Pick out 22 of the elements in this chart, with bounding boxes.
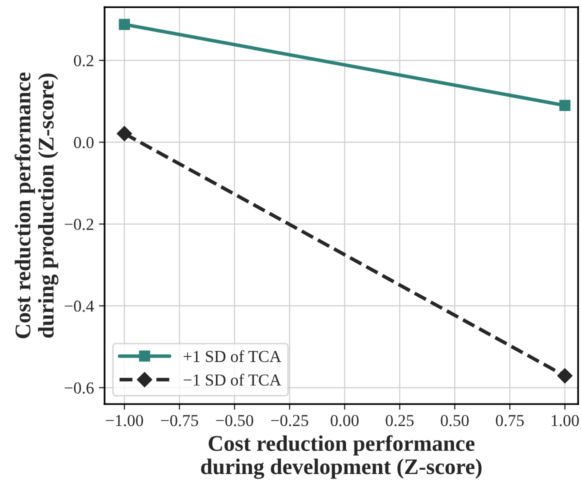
x-tick-label: −0.25 (271, 414, 308, 426)
x-axis-title: Cost reduction performance during development (Z-score) (201, 435, 482, 479)
y-tick-label: 0.2 (74, 55, 94, 66)
point (116, 126, 132, 142)
point (559, 100, 570, 111)
x-tick-label: 1.00 (552, 414, 579, 426)
x-tick-label: −1.00 (106, 414, 144, 426)
x-tick-label: 0.50 (440, 414, 469, 426)
x-tick-label: 0.00 (330, 414, 359, 426)
x-tick-label: −0.50 (216, 414, 254, 426)
y-tick-label: −0.6 (64, 382, 94, 394)
y-axis-title: Cost reduction performance during production (Z-score) (14, 72, 58, 338)
x-tick-label: 0.75 (496, 414, 524, 426)
y-tick-label: −0.2 (64, 218, 94, 230)
x-tick-label: 0.25 (386, 414, 414, 426)
x-tick-label: −0.75 (161, 414, 198, 426)
y-tick-label: 0.0 (74, 136, 94, 148)
y-tick-label: −0.4 (64, 300, 94, 312)
legend-label: +1 SD of TCA (184, 350, 282, 362)
point (118, 18, 130, 30)
legend-label: −1 SD of TCA (184, 374, 282, 386)
point (557, 368, 572, 384)
